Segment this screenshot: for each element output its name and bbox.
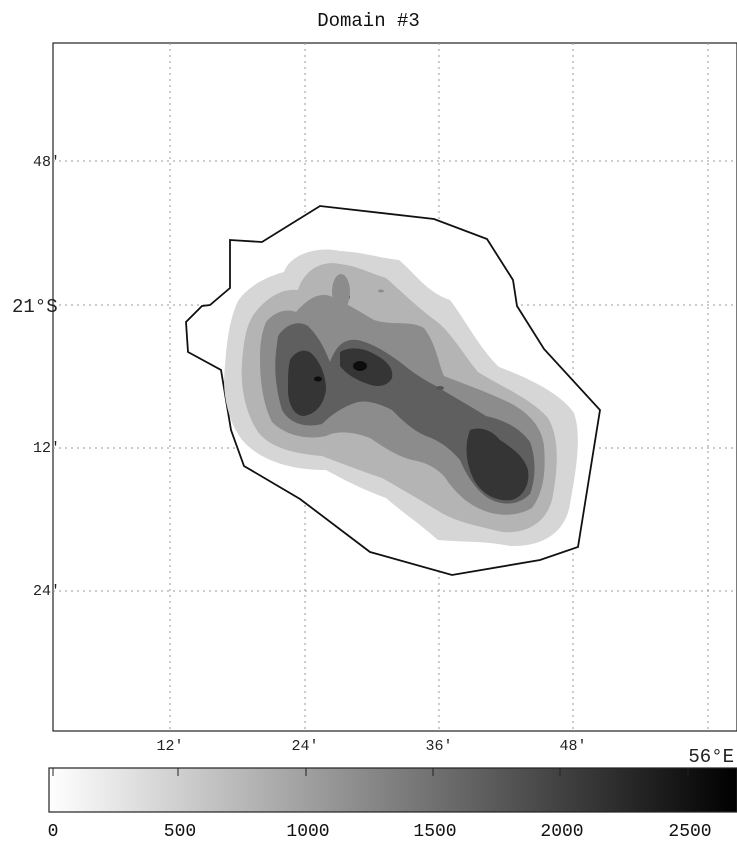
colorbar-tick-label: 2000 bbox=[540, 822, 583, 842]
lat-tick-label: 12′ bbox=[33, 440, 60, 457]
lat-tick-label-degree: 21°S bbox=[12, 296, 58, 318]
lat-tick-label: 48′ bbox=[33, 154, 60, 171]
contour-peak-2 bbox=[314, 376, 322, 382]
lat-ticks: 48′ 21°S 12′ 24′ bbox=[12, 154, 60, 600]
colorbar: 0 500 1000 1500 2000 2500 bbox=[48, 767, 737, 842]
contour-level-5c bbox=[466, 428, 529, 501]
lon-tick-label: 12′ bbox=[156, 738, 183, 755]
lon-ticks: 12′ 24′ 36′ 48′ 56°E bbox=[156, 738, 734, 768]
contour-small-3 bbox=[436, 386, 444, 390]
colorbar-tick-label: 1000 bbox=[286, 822, 329, 842]
contour-level-5 bbox=[288, 350, 326, 416]
contour-peak-1 bbox=[353, 361, 367, 371]
lon-tick-label-degree: 56°E bbox=[688, 746, 734, 768]
colorbar-tick-label: 1500 bbox=[413, 822, 456, 842]
lat-tick-label: 24′ bbox=[33, 583, 60, 600]
lon-tick-label: 48′ bbox=[559, 738, 586, 755]
map-title: Domain #3 bbox=[317, 10, 420, 32]
lon-tick-label: 36′ bbox=[425, 738, 452, 755]
colorbar-ticks bbox=[52, 768, 689, 776]
lon-tick-label: 24′ bbox=[291, 738, 318, 755]
colorbar-tick-label: 500 bbox=[164, 822, 196, 842]
colorbar-tick-label: 2500 bbox=[668, 822, 711, 842]
contour-small-1 bbox=[332, 274, 350, 310]
contour-small-2 bbox=[378, 289, 384, 293]
colorbar-tick-label: 0 bbox=[48, 822, 59, 842]
colorbar-gradient bbox=[48, 767, 737, 813]
